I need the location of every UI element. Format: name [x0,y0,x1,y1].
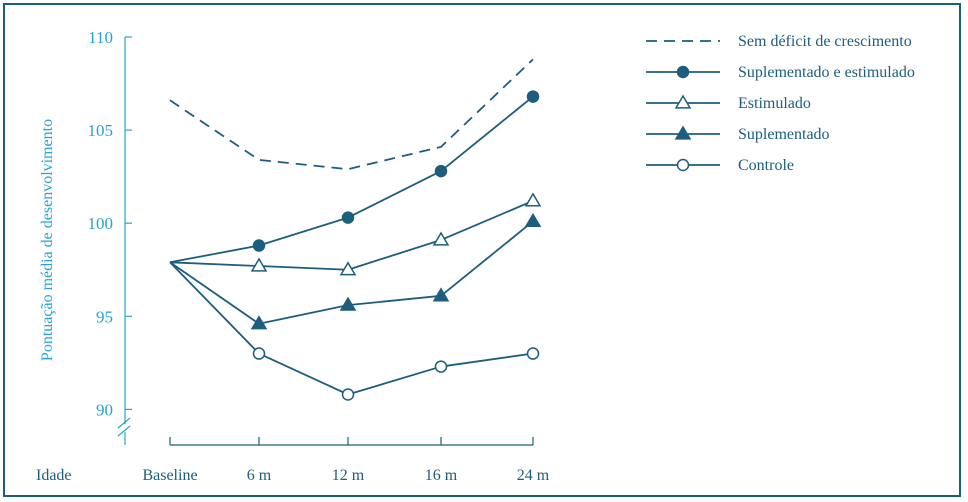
open-triangle-marker [524,192,542,207]
chart-frame [3,3,961,497]
y-tick-label: 90 [96,400,113,419]
x-tick-label: Baseline [142,467,197,484]
filled-circle-marker [676,65,690,79]
x-tick-label: 16 m [425,467,458,484]
filled-circle-marker [252,239,266,252]
open-circle-marker [341,388,355,401]
filled-triangle-marker [674,125,692,140]
series-line [169,95,534,264]
axis-break-mark [117,425,131,437]
axes-group: 110 105 100 95 90 Baseline 6 m 12 m 16 m 24 m [88,28,550,484]
filled-triangle-marker [339,296,357,311]
y-tick-label: 95 [96,307,113,326]
open-triangle-marker [432,231,450,246]
series-estimulado [169,192,542,276]
y-axis-label: Pontuação média de desenvolvimento [39,119,56,361]
axis-break-mark [117,417,131,429]
filled-circle-marker [526,90,540,103]
open-triangle-marker [339,261,357,276]
filled-circle-marker [341,211,355,224]
legend-item: Suplementado e estimulado [646,64,915,81]
legend-label: Sem déficit de crescimento [738,33,912,50]
filled-triangle-marker [432,287,450,302]
legend-item: Suplementado [646,125,830,143]
legend-label: Suplementado e estimulado [738,64,915,81]
filled-triangle-marker [524,212,542,227]
y-tick-label: 105 [88,121,114,140]
legend-item: Estimulado [646,94,811,112]
legend-item: Controle [646,157,794,174]
series-line [169,58,534,171]
legend: Sem déficit de crescimento Suplementado e… [646,33,915,174]
y-tick-label: 100 [88,214,114,233]
open-circle-marker [434,360,448,373]
x-tick-label: 6 m [247,467,272,484]
series-sem-d-ficit-de-crescimento [169,58,534,171]
open-triangle-marker [674,94,692,109]
legend-label: Estimulado [738,95,811,112]
open-circle-marker [526,347,540,360]
open-circle-marker [252,347,266,360]
x-tick-label: 24 m [517,467,550,484]
filled-triangle-marker [250,315,268,330]
y-tick-label: 110 [88,28,113,47]
legend-item: Sem déficit de crescimento [646,33,912,50]
series-suplementado [169,212,542,330]
legend-label: Suplementado [738,126,830,143]
series-controle [169,261,540,401]
filled-circle-marker [434,164,448,178]
open-triangle-marker [250,257,268,272]
open-circle-marker [676,158,690,172]
legend-label: Controle [738,157,794,174]
series-layer [169,58,542,401]
x-tick-label: 12 m [332,467,365,484]
series-suplementado-e-estimulado [169,90,540,264]
series-line [169,200,534,271]
series-line [169,261,534,396]
x-axis-label: Idade [36,467,72,484]
